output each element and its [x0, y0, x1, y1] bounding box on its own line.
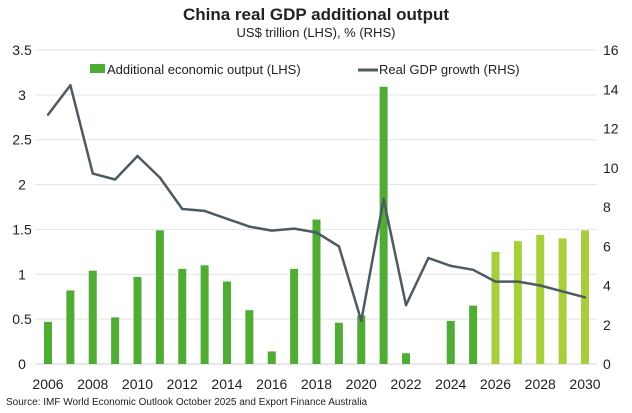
line-series — [46, 84, 587, 323]
bar-2008 — [88, 270, 97, 364]
x-tick-label: 2006 — [32, 376, 63, 392]
y-right-tick-label: 8 — [603, 199, 611, 215]
line-point-2011 — [158, 176, 162, 179]
bar-2024 — [446, 320, 455, 364]
x-tick-label: 2024 — [435, 376, 466, 392]
y-left-tick-label: 1.5 — [12, 221, 32, 237]
bar-2007 — [66, 290, 75, 364]
y-right-tick-label: 4 — [603, 278, 611, 294]
bar-2026 — [491, 251, 500, 364]
line-point-2014 — [225, 217, 229, 220]
x-tick-label: 2030 — [569, 376, 600, 392]
line-point-2015 — [248, 225, 251, 228]
x-tick-label: 2008 — [77, 376, 108, 392]
bar-2020 — [357, 315, 366, 364]
x-tick-label: 2020 — [346, 376, 377, 392]
bar-2011 — [155, 230, 164, 364]
bar-2015 — [245, 310, 254, 364]
bar-2021 — [379, 86, 388, 364]
y-axis-left: 0 0.5 1 1.5 2 2.5 3 3.5 — [12, 42, 32, 372]
y-right-tick-label: 10 — [603, 160, 619, 176]
line-point-2027 — [516, 280, 520, 283]
line-point-2016 — [270, 229, 273, 232]
y-right-tick-label: 6 — [603, 238, 611, 254]
bar-2009 — [111, 317, 120, 364]
line-point-2010 — [136, 154, 139, 158]
source-note: Source: IMF World Economic Outlook Octob… — [6, 397, 368, 408]
y-right-tick-label: 16 — [603, 42, 619, 58]
bar-2014 — [223, 281, 231, 364]
y-right-tick-label: 2 — [603, 317, 611, 333]
bar-2019 — [334, 322, 343, 364]
y-axis-right: 0 2 4 6 8 10 12 14 16 — [603, 42, 619, 372]
x-tick-label: 2028 — [525, 376, 556, 392]
line-point-2007 — [69, 84, 72, 87]
x-tick-label: 2010 — [122, 376, 153, 392]
line-point-2025 — [471, 268, 475, 271]
bar-2006 — [44, 321, 52, 364]
line-point-2020 — [360, 319, 363, 323]
line-point-2024 — [449, 264, 452, 268]
line-point-2030 — [583, 296, 587, 299]
bar-2012 — [178, 268, 187, 364]
y-right-tick-label: 14 — [603, 81, 619, 97]
line-point-2006 — [46, 113, 50, 116]
x-axis: 2006 2008 2010 2012 2014 2016 2018 2020 2022 2024… — [32, 376, 600, 392]
line-point-2013 — [203, 209, 206, 213]
bar-2028 — [536, 234, 545, 364]
line-point-2008 — [91, 172, 94, 175]
line-point-2012 — [181, 207, 184, 211]
bar-2013 — [200, 265, 209, 364]
x-tick-label: 2012 — [167, 376, 198, 392]
y-left-tick-label: 3 — [18, 87, 26, 103]
bar-2018 — [312, 219, 321, 364]
legend-label-bar: Additional economic output (LHS) — [107, 62, 301, 77]
line-point-2009 — [113, 178, 117, 181]
y-left-tick-label: 2 — [18, 177, 26, 193]
bar-2027 — [513, 241, 522, 364]
x-tick-label: 2014 — [211, 376, 242, 392]
line-point-2018 — [315, 231, 318, 234]
x-tick-label: 2016 — [256, 376, 287, 392]
x-tick-label: 2022 — [390, 376, 421, 392]
y-left-tick-label: 0.5 — [12, 311, 32, 327]
bar-2016 — [267, 351, 276, 364]
line-point-2017 — [292, 227, 296, 230]
line-point-2028 — [539, 284, 542, 287]
bar-2010 — [133, 276, 142, 364]
bar-2029 — [558, 238, 567, 364]
y-left-tick-label: 3.5 — [12, 42, 32, 58]
bars — [44, 86, 589, 364]
bar-2022 — [402, 353, 410, 364]
y-right-tick-label: 12 — [603, 121, 619, 137]
y-left-tick-label: 2.5 — [12, 132, 32, 148]
line-point-2029 — [561, 290, 564, 293]
line-point-2023 — [427, 256, 430, 260]
legend-swatch-bar — [90, 64, 105, 73]
line-point-2019 — [337, 245, 341, 248]
y-right-tick-label: 0 — [603, 356, 611, 372]
line-point-2022 — [404, 303, 408, 307]
chart-subtitle: US$ trillion (LHS), % (RHS) — [237, 25, 396, 40]
line-point-2026 — [494, 280, 497, 283]
chart-title: China real GDP additional output — [183, 5, 449, 24]
y-left-tick-label: 0 — [18, 356, 26, 372]
legend: Additional economic output (LHS) Real GD… — [90, 62, 520, 77]
line-point-2021 — [382, 197, 385, 201]
bar-2017 — [290, 268, 299, 364]
x-tick-label: 2026 — [480, 376, 511, 392]
x-tick-label: 2018 — [301, 376, 332, 392]
legend-label-line: Real GDP growth (RHS) — [379, 62, 520, 77]
bar-2025 — [469, 305, 478, 364]
y-left-tick-label: 1 — [18, 266, 26, 282]
